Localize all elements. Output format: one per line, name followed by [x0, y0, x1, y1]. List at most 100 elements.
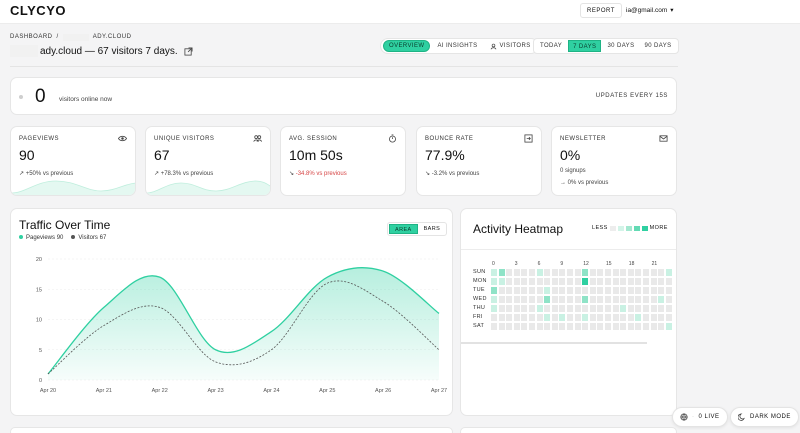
heatmap-cell[interactable] [635, 305, 642, 312]
heatmap-cell[interactable] [567, 323, 573, 330]
heatmap-cell[interactable] [513, 314, 520, 321]
heatmap-cell[interactable] [536, 323, 543, 330]
heatmap-cell[interactable] [491, 278, 497, 285]
heatmap-cell[interactable] [643, 305, 649, 312]
heatmap-cell[interactable] [620, 296, 627, 303]
heatmap-cell[interactable] [597, 305, 604, 312]
heatmap-cell[interactable] [650, 314, 657, 321]
external-link-icon[interactable] [184, 46, 193, 56]
heatmap-cell[interactable] [612, 323, 619, 330]
heatmap-cell[interactable] [567, 314, 573, 321]
heatmap-cell[interactable] [605, 323, 611, 330]
heatmap-cell[interactable] [627, 278, 634, 285]
range-today[interactable]: TODAY [540, 43, 563, 49]
heatmap-cell[interactable] [612, 305, 619, 312]
heatmap-cell[interactable] [498, 314, 505, 321]
heatmap-cell[interactable] [529, 323, 535, 330]
heatmap-cell[interactable] [544, 269, 551, 276]
heatmap-cell[interactable] [605, 305, 611, 312]
heatmap-cell[interactable] [605, 314, 611, 321]
app-logo[interactable]: CLYCYO [10, 3, 66, 18]
heatmap-cell[interactable] [665, 314, 672, 321]
heatmap-cell[interactable] [605, 269, 611, 276]
heatmap-cell[interactable] [544, 314, 551, 321]
heatmap-cell[interactable] [506, 296, 513, 303]
heatmap-cell[interactable] [559, 269, 566, 276]
heatmap-cell[interactable] [627, 314, 634, 321]
heatmap-cell[interactable] [529, 269, 535, 276]
heatmap-cell[interactable] [536, 296, 543, 303]
heatmap-cell[interactable] [574, 287, 581, 294]
heatmap-cell[interactable] [620, 278, 627, 285]
heatmap-cell[interactable] [612, 296, 619, 303]
heatmap-cell[interactable] [627, 287, 634, 294]
heatmap-cell[interactable] [605, 278, 611, 285]
heatmap-cell[interactable] [658, 278, 665, 285]
heatmap-cell[interactable] [665, 323, 672, 330]
heatmap-cell[interactable] [536, 287, 543, 294]
heatmap-cell[interactable] [513, 278, 520, 285]
heatmap-cell[interactable] [491, 296, 497, 303]
heatmap-cell[interactable] [612, 287, 619, 294]
heatmap-cell[interactable] [536, 314, 543, 321]
heatmap-cell[interactable] [574, 296, 581, 303]
heatmap-cell[interactable] [650, 287, 657, 294]
tab-ai-insights[interactable]: AI INSIGHTS [432, 40, 482, 52]
heatmap-cell[interactable] [521, 269, 528, 276]
heatmap-cell[interactable] [529, 305, 535, 312]
heatmap-cell[interactable] [635, 296, 642, 303]
report-button[interactable]: REPORT [580, 3, 622, 18]
heatmap-cell[interactable] [589, 278, 596, 285]
heatmap-cell[interactable] [612, 314, 619, 321]
tab-visitors[interactable]: VISITORS [485, 40, 536, 52]
heatmap-cell[interactable] [529, 278, 535, 285]
heatmap-cell[interactable] [665, 305, 672, 312]
heatmap-cell[interactable] [635, 287, 642, 294]
heatmap-cell[interactable] [658, 296, 665, 303]
heatmap-cell[interactable] [574, 305, 581, 312]
heatmap-cell[interactable] [536, 305, 543, 312]
heatmap-cell[interactable] [582, 287, 589, 294]
heatmap-cell[interactable] [582, 278, 589, 285]
heatmap-cell[interactable] [567, 278, 573, 285]
heatmap-cell[interactable] [658, 314, 665, 321]
heatmap-cell[interactable] [620, 323, 627, 330]
heatmap-cell[interactable] [551, 287, 558, 294]
heatmap-cell[interactable] [620, 305, 627, 312]
heatmap-cell[interactable] [574, 269, 581, 276]
heatmap-cell[interactable] [529, 296, 535, 303]
heatmap-cell[interactable] [536, 269, 543, 276]
heatmap-cell[interactable] [559, 296, 566, 303]
heatmap-cell[interactable] [582, 323, 589, 330]
heatmap-cell[interactable] [551, 314, 558, 321]
heatmap-cell[interactable] [589, 296, 596, 303]
heatmap-cell[interactable] [650, 296, 657, 303]
heatmap-scrollbar[interactable] [461, 342, 647, 344]
heatmap-cell[interactable] [498, 305, 505, 312]
dark-mode-button[interactable]: DARK MODE [730, 407, 799, 427]
heatmap-cell[interactable] [650, 323, 657, 330]
heatmap-cell[interactable] [589, 269, 596, 276]
heatmap-cell[interactable] [513, 323, 520, 330]
heatmap-cell[interactable] [551, 278, 558, 285]
live-toggle-button[interactable]: · 0 LIVE [672, 407, 728, 427]
breadcrumb-root[interactable]: DASHBOARD [10, 34, 53, 40]
heatmap-cell[interactable] [582, 305, 589, 312]
account-menu[interactable]: ia@gmail.com ▾ [620, 3, 680, 18]
heatmap-cell[interactable] [658, 323, 665, 330]
heatmap-cell[interactable] [620, 269, 627, 276]
heatmap-cell[interactable] [551, 323, 558, 330]
heatmap-cell[interactable] [658, 305, 665, 312]
heatmap-cell[interactable] [597, 296, 604, 303]
heatmap-cell[interactable] [635, 314, 642, 321]
heatmap-cell[interactable] [567, 269, 573, 276]
heatmap-cell[interactable] [665, 278, 672, 285]
heatmap-cell[interactable] [544, 278, 551, 285]
heatmap-cell[interactable] [544, 305, 551, 312]
heatmap-cell[interactable] [665, 269, 672, 276]
heatmap-cell[interactable] [597, 314, 604, 321]
heatmap-cell[interactable] [643, 323, 649, 330]
heatmap-cell[interactable] [491, 314, 497, 321]
heatmap-cell[interactable] [635, 269, 642, 276]
heatmap-cell[interactable] [589, 287, 596, 294]
